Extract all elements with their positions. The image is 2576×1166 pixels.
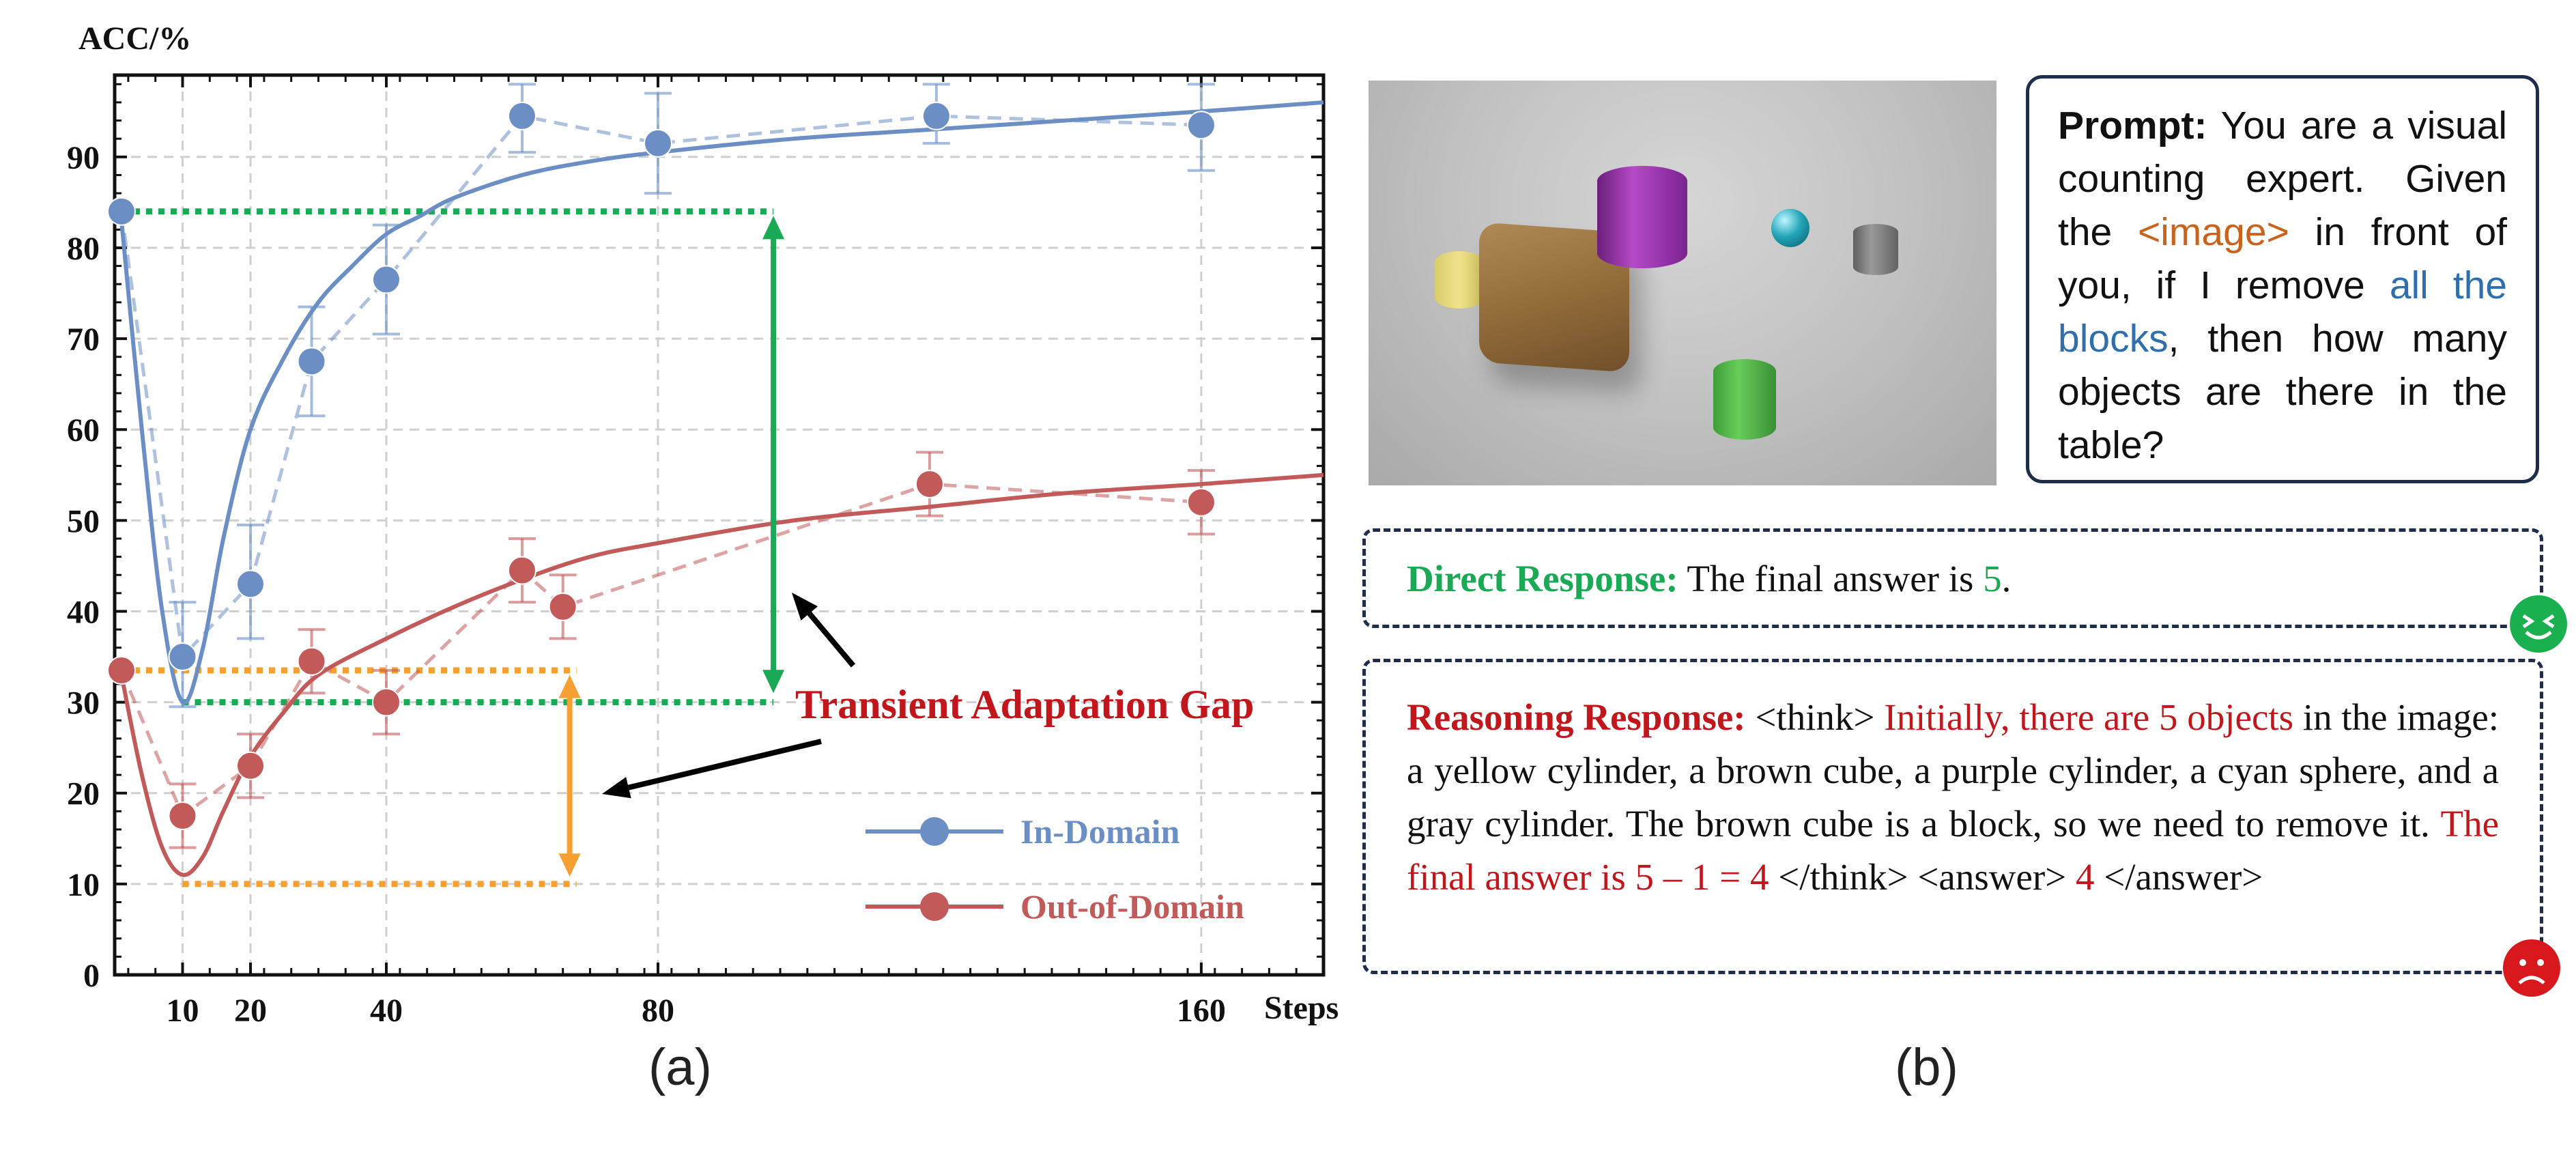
data-point xyxy=(1186,487,1216,517)
y-tick-label: 30 xyxy=(67,685,100,722)
reasoning-text-1: in the image: a yellow cylinder, a brown… xyxy=(1407,696,2500,844)
data-point xyxy=(371,687,401,717)
chart-grid xyxy=(115,75,1323,975)
reasoning-label: Reasoning Response: xyxy=(1407,696,1746,738)
x-tick-label: 40 xyxy=(370,993,403,1029)
y-tick-label: 60 xyxy=(67,412,100,449)
series-layer xyxy=(106,83,1324,877)
prompt-label: Prompt: xyxy=(2058,104,2207,147)
x-axis-label: Steps xyxy=(1264,990,1339,1026)
y-tick-label: 10 xyxy=(67,867,100,903)
y-tick-label: 0 xyxy=(83,958,100,994)
gap-pointer-arrow-1 xyxy=(807,612,856,668)
out-domain-gap-arrow-head-top xyxy=(558,674,581,698)
gap-annotation-lines xyxy=(121,208,774,887)
caption-a: (a) xyxy=(648,1038,712,1096)
gap-pointer-arrow-1-head xyxy=(792,593,818,621)
y-tick-label: 50 xyxy=(67,503,100,539)
data-point xyxy=(168,642,197,672)
chart-legend: In-Domain Out-of-Domain xyxy=(865,812,1244,926)
out-domain-gap-arrow-head-bottom xyxy=(558,853,581,877)
green-cylinder xyxy=(1713,359,1776,440)
x-tick-label: 160 xyxy=(1177,993,1226,1029)
direct-response-box: Direct Response: The final answer is 5. xyxy=(1362,528,2543,628)
y-tick-label: 40 xyxy=(67,594,100,630)
image-tag: <image> xyxy=(2137,210,2289,254)
think-close: </think> <answer> xyxy=(1769,856,2076,898)
reasoning-response-box: Reasoning Response: <think> Initially, t… xyxy=(1362,659,2543,974)
data-point xyxy=(106,197,136,226)
prompt-text: Prompt: You are a visual counting expert… xyxy=(2058,99,2507,472)
in-domain-gap-arrow-head-top xyxy=(762,216,785,240)
gap-pointer-arrow-2-head xyxy=(602,777,631,799)
fit-curve xyxy=(119,100,1324,705)
direct-end: . xyxy=(2001,558,2012,599)
y-axis-label: ACC/% xyxy=(78,20,191,57)
prompt-text-1: You are a visual counting expert. Given … xyxy=(2058,104,2507,254)
direct-text: The final answer is xyxy=(1678,558,1984,599)
data-point xyxy=(297,646,326,676)
legend-label: Out-of-Domain xyxy=(1020,887,1244,926)
raw-line xyxy=(119,482,1202,819)
direct-response-text: Direct Response: The final answer is 5. xyxy=(1407,552,2499,606)
in-domain-gap-arrow-head-bottom xyxy=(762,670,785,694)
blocks-phrase: all the blocks xyxy=(2058,264,2507,360)
prompt-text-2: in front of you, if I remove xyxy=(2058,210,2507,307)
tick-labels: 0 10 20 30 40 50 60 70 80 90 10 20 40 80 160 xyxy=(67,140,1226,1029)
data-point xyxy=(507,556,536,585)
y-tick-label: 20 xyxy=(67,776,100,812)
purple-cylinder xyxy=(1597,166,1687,268)
direct-answer: 5 xyxy=(1983,558,2002,599)
y-tick-label: 90 xyxy=(67,140,100,176)
sad-face-icon xyxy=(2503,939,2560,997)
data-point xyxy=(235,751,265,780)
legend-marker xyxy=(920,817,949,846)
gray-cylinder xyxy=(1853,224,1898,275)
series-out-of-domain xyxy=(106,451,1324,877)
x-tick-label: 20 xyxy=(234,993,267,1029)
data-point xyxy=(548,592,577,621)
axis-ticks xyxy=(115,75,1323,976)
data-point xyxy=(643,128,672,158)
prompt-text-3: , then how many objects are there in the… xyxy=(2058,317,2507,467)
think-open: <think> xyxy=(1745,696,1885,738)
data-point xyxy=(371,265,401,294)
raw-line xyxy=(119,114,1201,661)
plot-frame xyxy=(113,73,1326,977)
x-tick-label: 10 xyxy=(166,993,199,1029)
legend-label: In-Domain xyxy=(1020,812,1180,851)
data-point xyxy=(106,656,136,685)
reasoning-red-2: The final answer is 5 – 1 = 4 xyxy=(1407,803,2499,898)
gap-pointer-arrow-2 xyxy=(627,739,822,791)
caption-b: (b) xyxy=(1895,1038,1958,1096)
data-point xyxy=(507,101,536,130)
reasoning-red-3: 4 xyxy=(2075,856,2095,898)
data-point xyxy=(297,347,326,376)
direct-label: Direct Response: xyxy=(1407,558,1678,599)
y-tick-label: 80 xyxy=(67,231,100,267)
data-point xyxy=(915,470,944,499)
fit-curve xyxy=(119,472,1324,877)
happy-face-icon xyxy=(2510,595,2567,653)
reasoning-response-text: Reasoning Response: <think> Initially, t… xyxy=(1407,691,2499,904)
cyan-sphere xyxy=(1771,209,1809,247)
data-point xyxy=(168,801,197,831)
y-tick-label: 70 xyxy=(67,322,100,358)
gap-annotation-arrows xyxy=(558,216,856,877)
scene-image xyxy=(1369,81,1997,485)
gap-label: Transient Adaptation Gap xyxy=(795,682,1254,727)
data-point xyxy=(921,101,951,130)
x-tick-label: 80 xyxy=(642,993,674,1029)
series-in-domain xyxy=(106,83,1324,709)
legend-marker xyxy=(920,892,949,921)
data-point xyxy=(1186,111,1216,140)
reasoning-red-1: Initially, there are 5 objects xyxy=(1884,696,2294,738)
prompt-box: Prompt: You are a visual counting expert… xyxy=(2026,75,2539,483)
yellow-cylinder xyxy=(1435,251,1484,309)
answer-close: </answer> xyxy=(2094,856,2263,898)
data-point xyxy=(235,569,265,599)
